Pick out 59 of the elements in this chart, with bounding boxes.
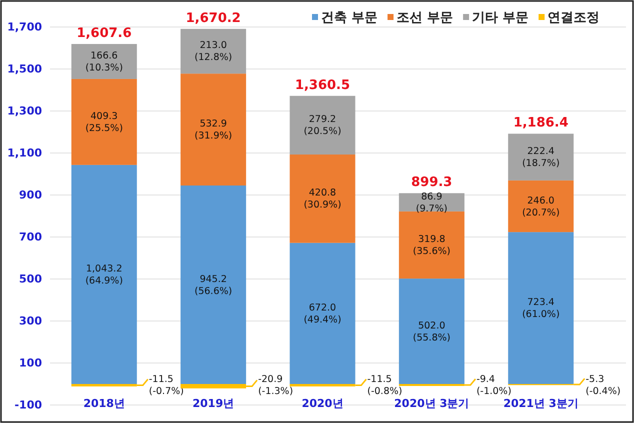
data-label: 86.9 (9.7%) [416,190,448,214]
legend-label: 건축 부문 [321,10,378,26]
total-label: 1,670.2 [186,10,241,26]
data-label: -20.9 (-1.3%) [258,374,294,397]
y-tick-label: -100 [14,398,42,412]
data-label: -11.5 (-0.8%) [367,374,402,397]
bar [398,278,464,384]
y-tick-label: 1,500 [7,62,42,76]
y-tick-label: 1,700 [7,20,42,34]
data-label: 409.3 (25.5%) [85,110,123,134]
data-label: 222.4 (18.7%) [522,146,560,169]
data-label: 502.0 (55.8%) [412,320,450,343]
bar [508,232,574,384]
bar [71,78,137,165]
data-label: 166.6 (10.3%) [85,50,123,74]
x-tick-label: 2021년 3분기 [503,396,578,410]
x-tick-label: 2020년 [302,396,344,410]
y-tick-label: 1,300 [7,104,42,118]
y-tick-label: 300 [19,314,42,328]
legend-label: 기타 부문 [472,10,529,26]
bar [290,96,356,155]
data-label: 672.0 (49.4%) [304,302,342,326]
data-label: 213.0 (12.8%) [194,40,232,63]
data-label: 420.8 (30.9%) [304,187,342,210]
data-label: -11.5 (-0.7%) [148,374,184,397]
legend-label: 조선 부문 [396,10,454,26]
data-label: -5.3 (-0.4%) [586,374,621,397]
total-label: 1,360.5 [294,78,350,93]
data-label: -9.4 (-1.0%) [476,374,512,397]
total-label: 1,186.4 [513,116,568,131]
y-tick-label: 500 [19,272,42,286]
bar [508,180,574,232]
y-tick-label: 700 [19,230,42,244]
y-tick-label: 1,100 [7,146,42,160]
bar [180,384,246,388]
x-tick-label: 2019년 [192,396,234,410]
total-label: 1,607.6 [76,26,132,41]
bar [180,186,246,384]
y-tick-label: 900 [19,188,42,202]
bar [508,134,574,180]
data-label: 723.4 (61.0%) [522,296,560,320]
bar [71,44,137,79]
bar [290,242,356,384]
bar [180,74,246,186]
total-label: 899.3 [411,175,452,190]
bar [180,28,246,74]
data-label: 945.2 (56.6%) [194,273,232,296]
x-tick-label: 2020년 3분기 [394,396,470,410]
bar [398,211,464,279]
data-label: 532.9 (31.9%) [194,118,232,142]
data-label: 1,043.2 (64.9%) [85,263,123,286]
bar [290,154,356,243]
data-label: 246.0 (20.7%) [522,194,560,218]
x-tick-label: 2018년 [83,396,125,410]
data-label: 279.2 (20.5%) [304,114,342,137]
data-label: 319.8 (35.6%) [412,234,450,257]
legend-label: 연결조정 [548,10,600,26]
y-tick-label: 100 [19,356,42,370]
bar [71,164,137,384]
